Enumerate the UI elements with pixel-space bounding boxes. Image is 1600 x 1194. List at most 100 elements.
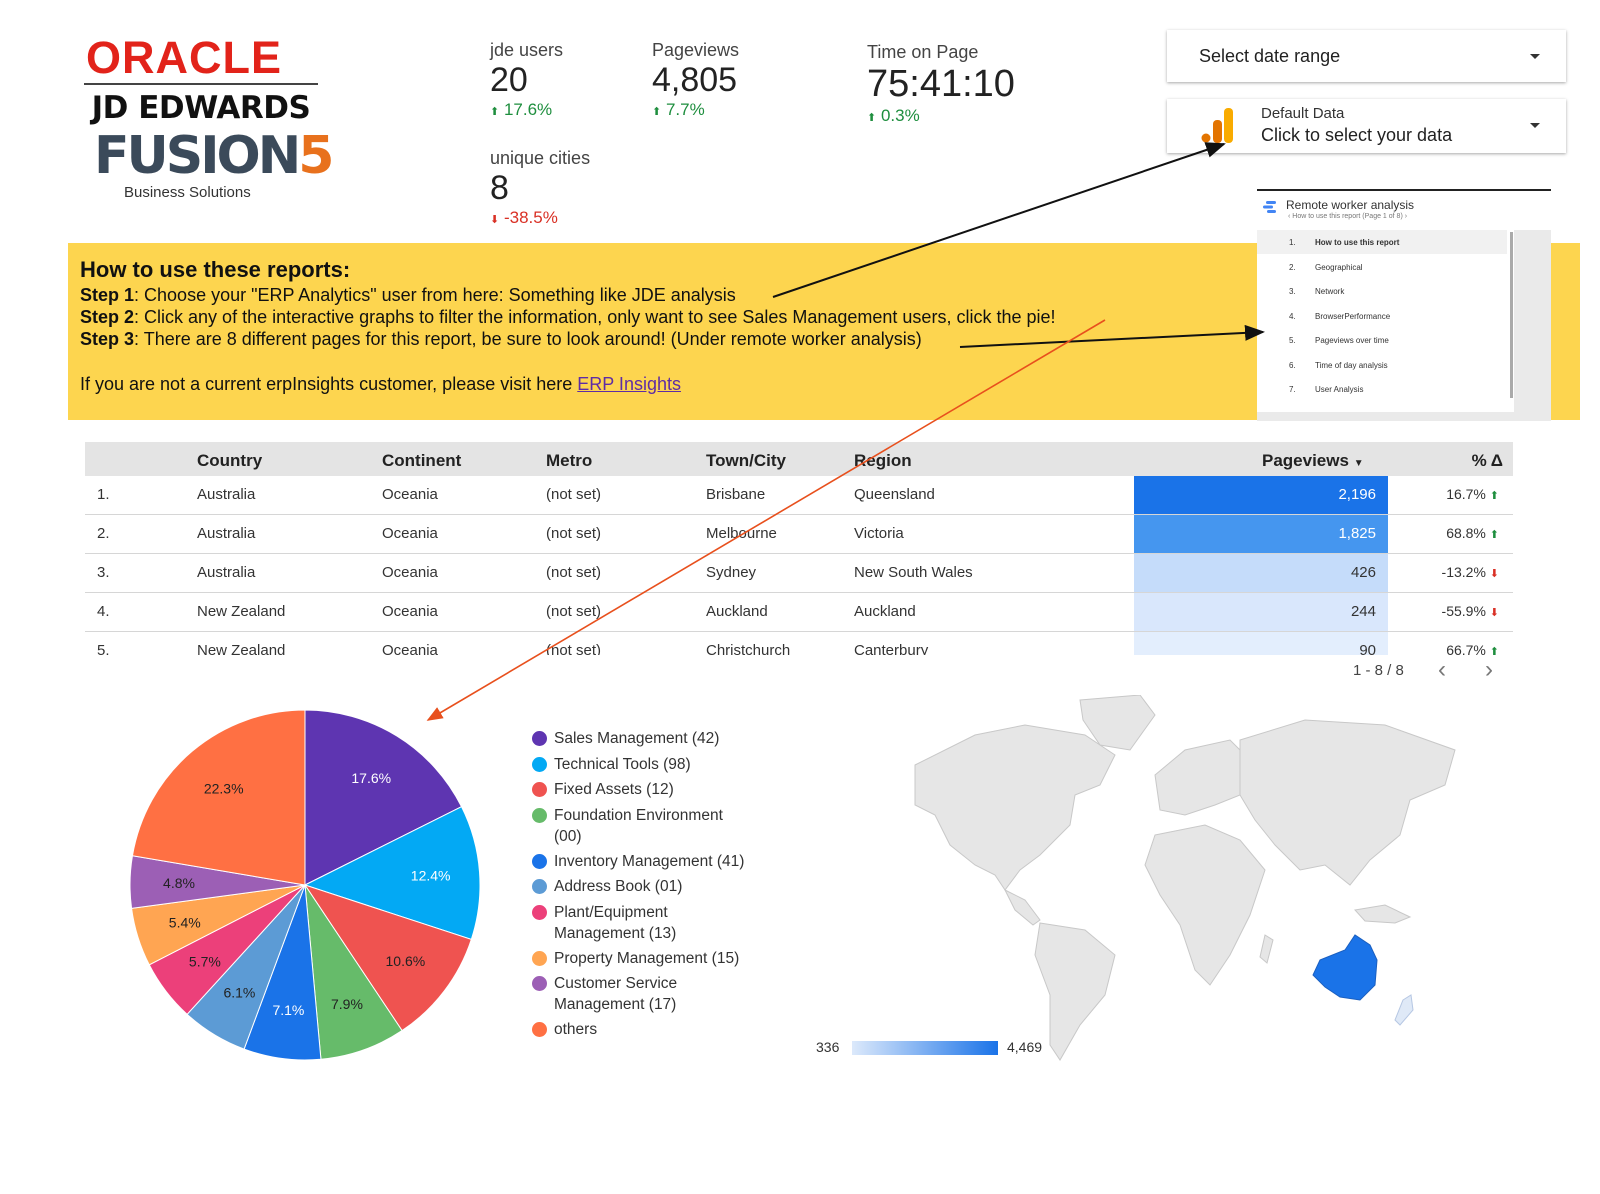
pie-slice-label: 5.4% bbox=[169, 915, 201, 931]
pie-chart[interactable]: 17.6% 12.4% 10.6% 7.9% 7.1% 6.1%5.7% 5.4% 4.8% 2… bbox=[120, 700, 490, 1070]
legend-swatch bbox=[532, 904, 547, 920]
col-metro[interactable]: Metro bbox=[546, 451, 593, 470]
arrow-up-icon: ⬆ bbox=[1489, 646, 1499, 655]
step-1: Step 1: Choose your "ERP Analytics" user… bbox=[80, 285, 736, 305]
legend-swatch bbox=[532, 976, 547, 991]
cell-pageviews-bar: 244 bbox=[1134, 593, 1388, 631]
cell-pageviews-bar: 1,825 bbox=[1134, 515, 1388, 553]
table-row[interactable]: 3. Australia Oceania (not set) Sydney New Sou… bbox=[85, 554, 1513, 593]
south-america bbox=[1034, 922, 1116, 1061]
arrow-up-icon: ⬆ bbox=[1489, 529, 1499, 541]
table-row[interactable]: 2. Australia Oceania (not set) Melbourne Vict… bbox=[85, 515, 1513, 554]
kpi-jde-users[interactable]: jde users 20 ⬆ 17.6% bbox=[490, 40, 563, 120]
table-row[interactable]: 4. New Zealand Oceania (not set) Auckland Auc… bbox=[85, 593, 1513, 632]
table-row[interactable]: 5. New Zealand Oceania (not set) Christchurc… bbox=[85, 632, 1513, 655]
pie-slice[interactable] bbox=[303, 806, 481, 941]
cell-pageviews-bar: 426 bbox=[1134, 554, 1388, 592]
remote-page-list[interactable] bbox=[1257, 230, 1514, 412]
next-page-icon[interactable]: › bbox=[1485, 656, 1493, 683]
legend-label: Inventory Management (41) bbox=[554, 852, 745, 870]
cell-metro: (not set) bbox=[546, 603, 602, 620]
pie-slice[interactable] bbox=[304, 709, 463, 886]
cell-country: Australia bbox=[197, 486, 256, 503]
legend-label: Property Management (15) bbox=[554, 949, 740, 967]
kpi-delta: ⬇ -38.5% bbox=[490, 208, 558, 227]
cell-country: Australia bbox=[197, 564, 256, 581]
prev-page-icon[interactable]: ‹ bbox=[1438, 656, 1446, 683]
cell-pageviews-bar: 2,196 bbox=[1134, 476, 1388, 514]
pie-slice[interactable] bbox=[131, 709, 306, 886]
legend-label: others bbox=[554, 1021, 598, 1038]
erp-insights-link[interactable]: ERP Insights bbox=[577, 374, 681, 394]
cell-metro: (not set) bbox=[546, 564, 602, 581]
remote-panel-title: Remote worker analysis bbox=[1286, 198, 1415, 212]
cell-metro: (not set) bbox=[546, 486, 602, 503]
step-3: Step 3: There are 8 different pages for … bbox=[80, 329, 922, 349]
cell-pct: -13.2% ⬇ bbox=[1441, 564, 1499, 580]
arrow-up-icon: ⬆ bbox=[490, 106, 500, 118]
pie-slice-label: 12.4% bbox=[411, 868, 451, 884]
kpi-pageviews[interactable]: Pageviews 4,805 ⬆ 7.7% bbox=[652, 40, 739, 120]
pie-slice-label: 4.8% bbox=[163, 875, 195, 891]
central-america bbox=[1003, 888, 1041, 926]
legend-label: Plant/Equipment Management (13) bbox=[554, 903, 677, 942]
new-zealand bbox=[1394, 994, 1414, 1026]
map-scale-max: 4,469 bbox=[1007, 1039, 1043, 1055]
cell-country: New Zealand bbox=[197, 642, 286, 655]
kpi-label: jde users bbox=[490, 40, 564, 60]
cell-pageviews-bar: 90 bbox=[1134, 632, 1388, 655]
col-pageviews[interactable]: Pageviews ▼ bbox=[1262, 451, 1364, 470]
world-map[interactable] bbox=[855, 695, 1470, 1070]
col-region[interactable]: Region bbox=[854, 451, 912, 470]
pie-slice[interactable] bbox=[303, 884, 472, 1032]
cell-num: 2. bbox=[97, 525, 110, 542]
cell-city: Brisbane bbox=[706, 486, 766, 503]
col-country[interactable]: Country bbox=[197, 451, 263, 470]
col-pct-change[interactable]: % Δ bbox=[1471, 451, 1503, 470]
data-source-action: Click to select your data bbox=[1261, 125, 1453, 145]
chevron-right-icon: › bbox=[1402, 213, 1408, 220]
kpi-time-on-page[interactable]: Time on Page 75:41:10 ⬆ 0.3% bbox=[867, 42, 1015, 126]
col-city[interactable]: Town/City bbox=[706, 451, 786, 470]
thumb-rule bbox=[1257, 189, 1551, 191]
cell-num: 4. bbox=[97, 603, 110, 620]
col-continent[interactable]: Continent bbox=[382, 451, 462, 470]
kpi-label: Pageviews bbox=[652, 40, 740, 60]
kpi-unique-cities[interactable]: unique cities 8 ⬇ -38.5% bbox=[490, 148, 590, 228]
cell-region: Canterbury bbox=[854, 642, 929, 655]
fusion-wordmark: FUSION bbox=[94, 126, 301, 186]
kpi-delta: ⬆ 17.6% bbox=[490, 100, 553, 119]
date-range-selector[interactable]: Select date range bbox=[1167, 30, 1566, 82]
pagination-label: 1 - 8 / 8 bbox=[1353, 662, 1404, 679]
legend-swatch bbox=[532, 756, 547, 772]
scrollbar[interactable] bbox=[1510, 232, 1513, 398]
chevron-left-icon: ‹ bbox=[1288, 213, 1293, 220]
legend-swatch bbox=[532, 782, 547, 797]
chevron-down-icon[interactable] bbox=[1530, 123, 1540, 128]
pie-slice-label: 7.9% bbox=[331, 996, 363, 1012]
cell-pct: 68.8% ⬆ bbox=[1446, 525, 1499, 541]
cell-city: Sydney bbox=[706, 564, 757, 581]
australia bbox=[1312, 934, 1378, 1001]
data-source-selector[interactable]: Default Data Click to select your data bbox=[1167, 99, 1566, 153]
arrow-down-icon: ⬇ bbox=[1489, 568, 1499, 580]
kpi-value: 4,805 bbox=[652, 61, 738, 99]
africa bbox=[1144, 824, 1266, 986]
table-row[interactable]: 1. Australia Oceania (not set) Brisbane Queen… bbox=[85, 476, 1513, 515]
cell-region: New South Wales bbox=[854, 564, 973, 581]
chevron-down-icon[interactable] bbox=[1530, 54, 1540, 59]
table-body: 1. Australia Oceania (not set) Brisbane Queen… bbox=[0, 476, 1600, 655]
pie-slice-label: 5.7% bbox=[189, 954, 221, 970]
kpi-value: 20 bbox=[490, 61, 528, 99]
north-america bbox=[914, 724, 1116, 891]
remote-worker-panel[interactable]: Remote worker analysis ‹ How to use this… bbox=[1257, 192, 1551, 421]
cell-pct: -55.9% ⬇ bbox=[1441, 603, 1499, 619]
banner-heading: How to use these reports: bbox=[80, 257, 351, 282]
jde-logo: JD EDWARDS bbox=[91, 90, 311, 126]
pie-slice-label: 7.1% bbox=[272, 1002, 304, 1018]
analytics-icon bbox=[1201, 106, 1237, 144]
cell-region: Victoria bbox=[854, 525, 904, 542]
madagascar bbox=[1259, 934, 1274, 964]
pie-slice-label: 6.1% bbox=[223, 985, 255, 1001]
legend-label: Address Book (01) bbox=[554, 878, 683, 895]
